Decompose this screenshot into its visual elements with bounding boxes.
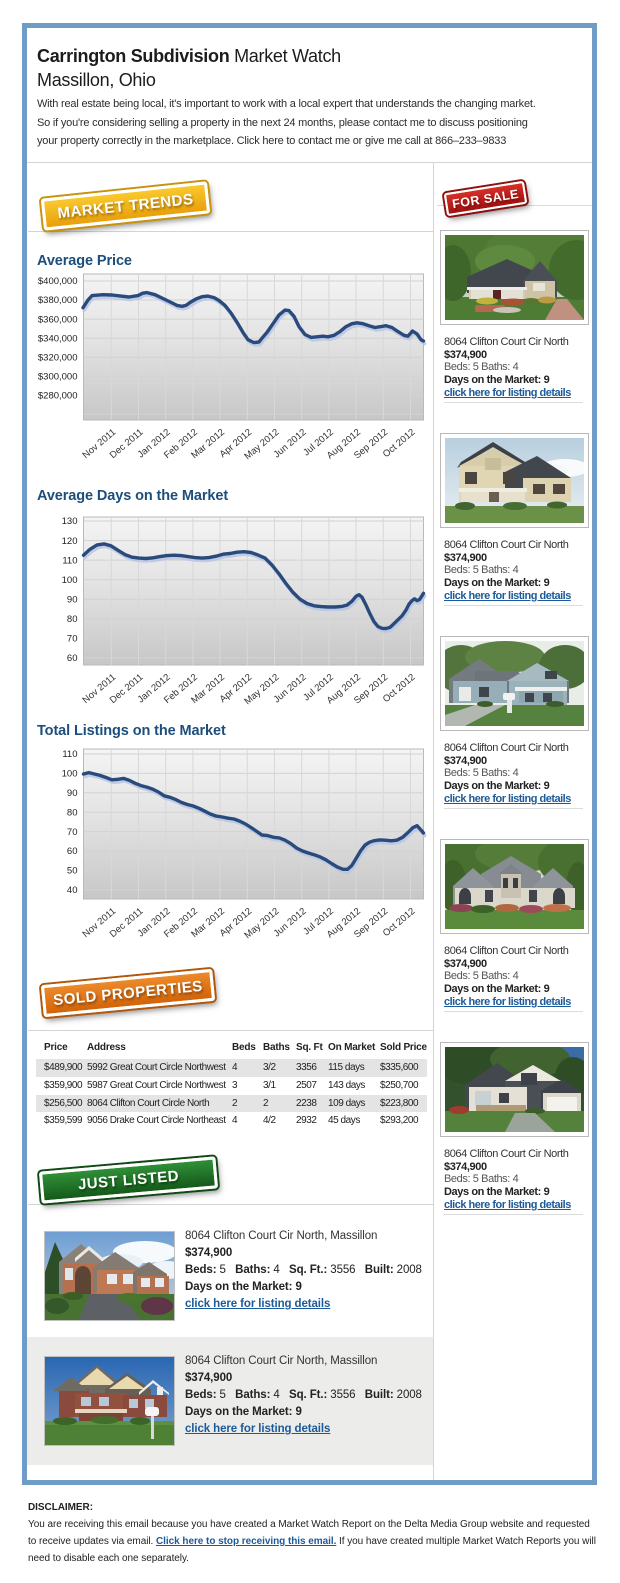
svg-text:$300,000: $300,000 — [38, 372, 78, 383]
svg-text:110: 110 — [62, 749, 77, 760]
svg-text:100: 100 — [62, 769, 78, 780]
svg-text:90: 90 — [67, 594, 78, 605]
svg-text:100: 100 — [62, 575, 78, 586]
svg-text:40: 40 — [67, 885, 78, 896]
svg-text:70: 70 — [67, 634, 78, 645]
svg-text:$340,000: $340,000 — [38, 333, 78, 344]
svg-text:$360,000: $360,000 — [38, 314, 78, 325]
svg-text:80: 80 — [67, 807, 78, 818]
svg-text:70: 70 — [67, 827, 78, 838]
svg-text:$380,000: $380,000 — [38, 295, 78, 306]
svg-text:60: 60 — [67, 846, 78, 857]
svg-text:120: 120 — [62, 536, 78, 547]
svg-text:$320,000: $320,000 — [38, 352, 78, 363]
svg-text:80: 80 — [67, 614, 78, 625]
svg-text:110: 110 — [62, 555, 77, 566]
svg-text:60: 60 — [67, 653, 78, 664]
svg-text:50: 50 — [67, 866, 78, 877]
svg-text:$280,000: $280,000 — [38, 391, 78, 402]
svg-text:130: 130 — [62, 516, 78, 527]
svg-text:$400,000: $400,000 — [38, 276, 78, 287]
svg-text:90: 90 — [67, 788, 78, 799]
